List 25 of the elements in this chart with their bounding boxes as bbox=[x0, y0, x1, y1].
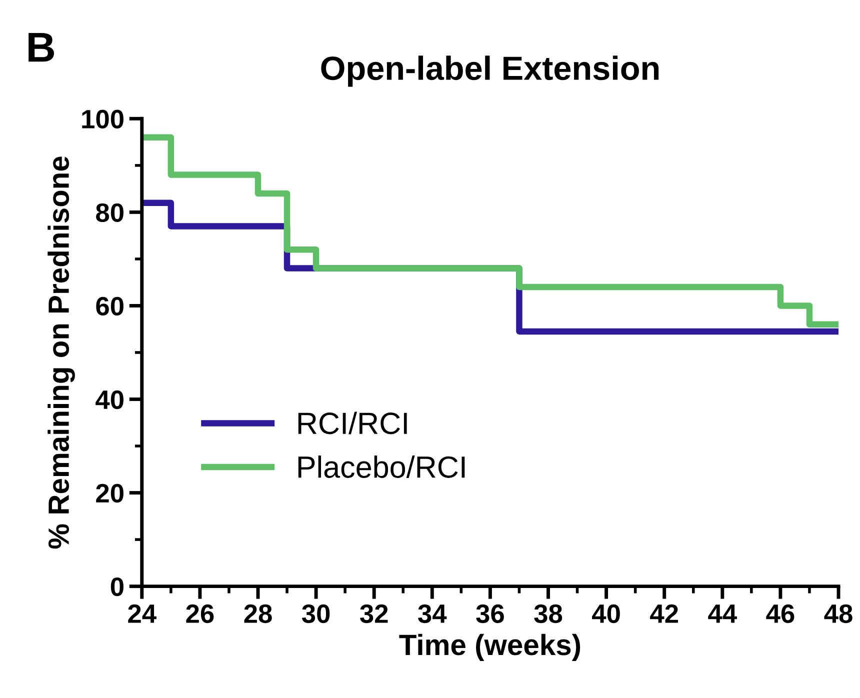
y-tick-label: 40 bbox=[96, 390, 124, 410]
x-tick-label: 30 bbox=[302, 604, 330, 624]
legend-label: RCI/RCI bbox=[298, 412, 407, 434]
x-tick-label: 48 bbox=[824, 604, 852, 624]
x-axis-title: Time (weeks) bbox=[399, 634, 580, 662]
legend-label: Placebo/RCI bbox=[298, 456, 465, 478]
y-tick-label: 80 bbox=[96, 203, 124, 222]
x-tick-label: 42 bbox=[650, 604, 678, 623]
x-tick-label: 36 bbox=[476, 604, 504, 624]
chart-title: Open-label Extension bbox=[321, 56, 659, 87]
x-tick-label: 46 bbox=[766, 604, 794, 624]
text: B bbox=[28, 32, 54, 62]
x-tick-label: 32 bbox=[360, 604, 388, 624]
x-tick-label: 28 bbox=[244, 604, 272, 624]
x-tick-label: 26 bbox=[186, 604, 214, 624]
y-tick-label: 60 bbox=[96, 296, 124, 316]
y-axis-title: % Remaining on Prednisone bbox=[48, 156, 75, 549]
y-tick-label: 20 bbox=[96, 484, 124, 503]
x-tick-label: 24 bbox=[128, 604, 156, 623]
x-tick-label: 34 bbox=[418, 604, 447, 624]
y-tick-label: 100 bbox=[82, 110, 124, 128]
x-tick-label: 44 bbox=[708, 604, 737, 623]
x-tick-label: 40 bbox=[592, 604, 620, 624]
y-tick-label: 0 bbox=[110, 577, 124, 596]
x-tick-label: 38 bbox=[534, 604, 562, 624]
